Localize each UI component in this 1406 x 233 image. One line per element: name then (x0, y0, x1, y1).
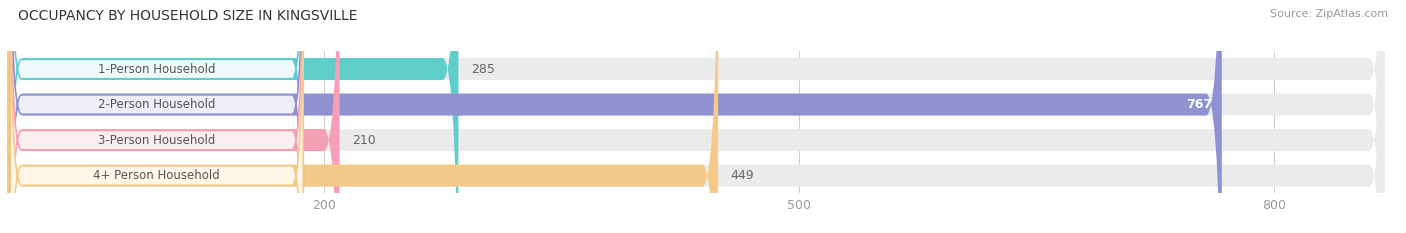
Text: 3-Person Household: 3-Person Household (98, 134, 215, 147)
Text: 767: 767 (1187, 98, 1212, 111)
FancyBboxPatch shape (7, 0, 1385, 233)
FancyBboxPatch shape (10, 0, 304, 233)
Text: Source: ZipAtlas.com: Source: ZipAtlas.com (1270, 9, 1388, 19)
FancyBboxPatch shape (7, 0, 1222, 233)
Text: 210: 210 (353, 134, 375, 147)
FancyBboxPatch shape (7, 0, 340, 233)
Text: 2-Person Household: 2-Person Household (98, 98, 215, 111)
Text: 1-Person Household: 1-Person Household (98, 62, 215, 75)
Text: 4+ Person Household: 4+ Person Household (93, 169, 221, 182)
Text: 285: 285 (471, 62, 495, 75)
Text: 449: 449 (731, 169, 755, 182)
FancyBboxPatch shape (7, 0, 718, 233)
FancyBboxPatch shape (7, 0, 1385, 233)
FancyBboxPatch shape (7, 0, 1385, 233)
FancyBboxPatch shape (10, 0, 304, 233)
FancyBboxPatch shape (10, 0, 304, 233)
Text: OCCUPANCY BY HOUSEHOLD SIZE IN KINGSVILLE: OCCUPANCY BY HOUSEHOLD SIZE IN KINGSVILL… (18, 9, 357, 23)
FancyBboxPatch shape (7, 0, 458, 233)
FancyBboxPatch shape (7, 0, 1385, 233)
FancyBboxPatch shape (10, 0, 304, 233)
